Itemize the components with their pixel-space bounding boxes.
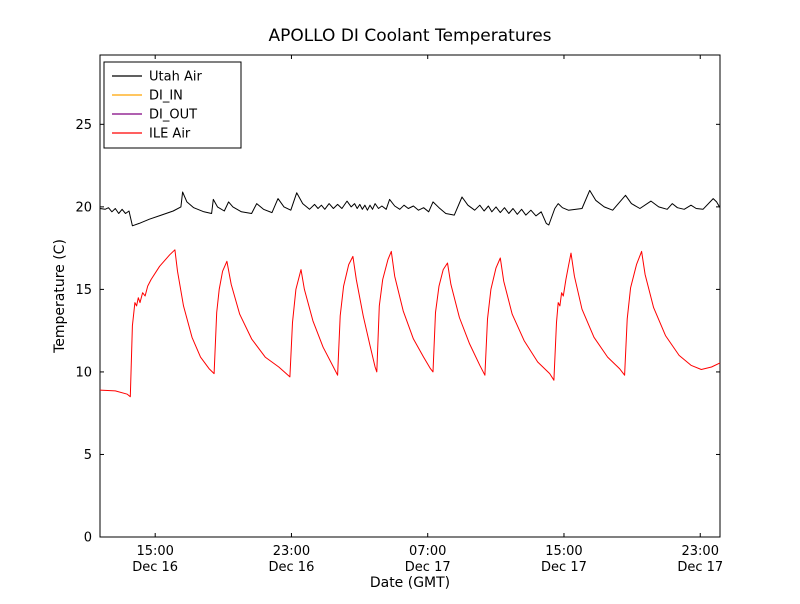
legend-label: DI_OUT xyxy=(149,108,197,123)
legend-label: Utah Air xyxy=(149,70,202,85)
series-line-utah-air xyxy=(99,189,721,227)
series-lines xyxy=(99,189,721,398)
y-tick-label: 15 xyxy=(75,283,92,298)
y-tick-label: 5 xyxy=(84,448,92,463)
y-axis-label: Temperature (C) xyxy=(52,239,68,354)
x-tick-label-time: 23:00 xyxy=(682,544,719,559)
plot-border xyxy=(99,54,721,538)
legend-label: DI_IN xyxy=(149,89,183,104)
chart-title: APOLLO DI Coolant Temperatures xyxy=(268,26,551,46)
x-tick-label-time: 15:00 xyxy=(545,544,582,559)
series-line-ile-air xyxy=(99,249,721,398)
legend: Utah Air DI_IN DI_OUT ILE Air xyxy=(103,61,242,149)
x-axis-label: Date (GMT) xyxy=(370,575,450,591)
x-tick-label-date: Dec 17 xyxy=(541,560,587,575)
y-tick-label: 20 xyxy=(75,200,92,215)
x-tick-label-date: Dec 17 xyxy=(677,560,723,575)
y-tick-label: 10 xyxy=(75,365,92,380)
x-tick-label-time: 15:00 xyxy=(136,544,173,559)
y-tick-label: 25 xyxy=(75,118,92,133)
x-tick-label-date: Dec 16 xyxy=(269,560,315,575)
x-tick-label-date: Dec 17 xyxy=(405,560,451,575)
x-tick-label-time: 23:00 xyxy=(273,544,310,559)
x-tick-label-time: 07:00 xyxy=(409,544,446,559)
legend-label: ILE Air xyxy=(149,127,191,142)
x-tick-label-date: Dec 16 xyxy=(132,560,178,575)
y-tick-label: 0 xyxy=(84,531,92,546)
